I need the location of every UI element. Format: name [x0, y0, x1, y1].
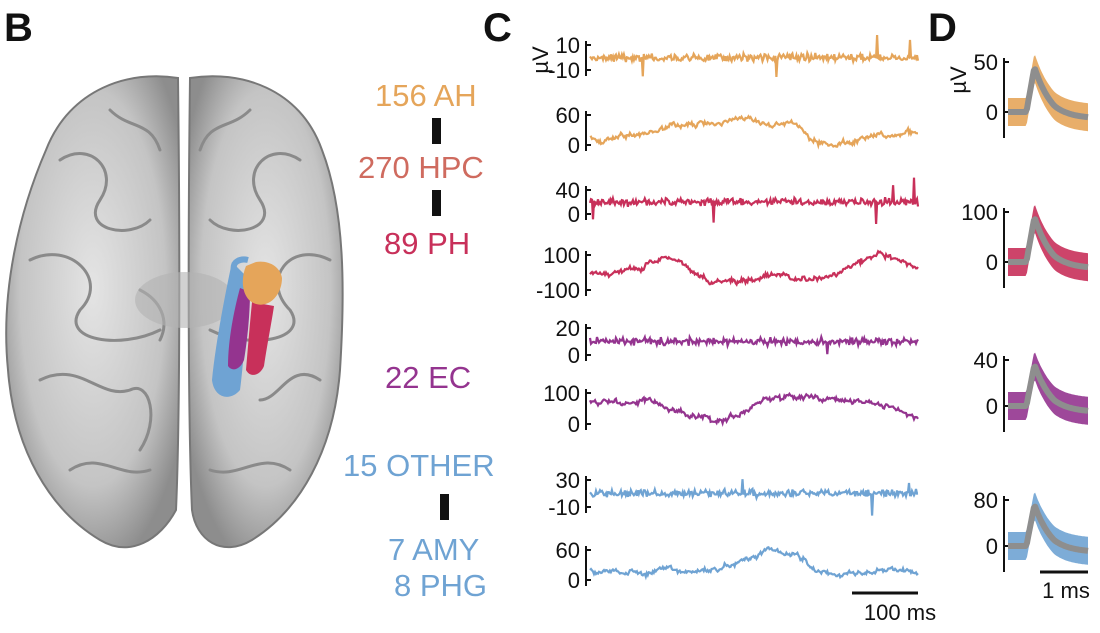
y-tick-label: 20: [556, 316, 580, 341]
region-ah-patch: [242, 261, 282, 305]
left-hemisphere: [5, 75, 181, 549]
waveform: [589, 34, 920, 77]
y-tick-label: -10: [548, 58, 580, 83]
panel-label-b: B: [4, 6, 33, 50]
trace-other-high-pass: 30-10: [548, 468, 919, 520]
waveform: [589, 479, 919, 516]
y-tick-label: 50: [974, 50, 998, 75]
region-label-ah: 156 AH: [375, 78, 477, 113]
y-tick-label: 0: [986, 100, 998, 125]
spike-ph: 100 0: [961, 200, 1090, 288]
y-tick-label: 100: [543, 243, 580, 268]
brain-illustration: [5, 75, 344, 549]
region-label-ec: 22 EC: [385, 360, 472, 395]
y-tick-label: 80: [974, 488, 998, 513]
y-tick-label: 60: [556, 538, 580, 563]
spike-mean: [1006, 363, 1090, 414]
scalebar-label: 100 ms: [864, 600, 936, 625]
connector-bar: [432, 118, 441, 144]
scalebar-1ms: 1 ms: [1040, 570, 1090, 603]
y-tick-label: 0: [568, 202, 580, 227]
region-label-ph: 89 PH: [384, 226, 471, 261]
spike-mean: [1006, 66, 1090, 121]
y-axis-label: µV: [946, 66, 971, 94]
trace-ph-high-pass: 400: [556, 177, 920, 227]
y-tick-label: 0: [568, 343, 580, 368]
waveform: [589, 249, 919, 287]
region-label-phg: 8 PHG: [394, 568, 488, 603]
y-tick-label: 30: [556, 468, 580, 493]
y-tick-label: 40: [974, 348, 998, 373]
region-label-hpc: 270 HPC: [358, 150, 484, 185]
waveform: [588, 391, 919, 427]
connector-bar: [432, 190, 441, 216]
y-tick-label: 0: [986, 250, 998, 275]
y-tick-label: -100: [536, 278, 580, 303]
y-tick-label: 0: [568, 133, 580, 158]
scalebar-100ms: 100 ms: [852, 591, 936, 625]
y-tick-label: 40: [556, 178, 580, 203]
y-tick-label: 0: [986, 394, 998, 419]
region-label-other: 15 OTHER: [343, 448, 495, 483]
waveform: [589, 114, 918, 150]
region-ah-edge: [230, 256, 249, 271]
y-tick-label: 60: [556, 103, 580, 128]
y-tick-label: 100: [543, 381, 580, 406]
region-ph-patch: [246, 302, 274, 375]
waveform: [588, 332, 919, 355]
connector-bar: [440, 494, 449, 520]
y-tick-label: 0: [986, 534, 998, 559]
trace-ec-high-pass: 200: [556, 316, 919, 368]
panel-label-c: C: [483, 6, 512, 50]
y-tick-label: -10: [548, 495, 580, 520]
spike-other: 80 0: [974, 488, 1090, 572]
y-axis-label: µV: [528, 46, 553, 74]
region-label-amy: 7 AMY: [388, 532, 480, 567]
spike-mean: [1006, 216, 1090, 271]
trace-ph-raw: 100 -100: [536, 243, 919, 303]
waveform: [588, 177, 920, 225]
waveform: [589, 545, 919, 581]
trace-ah-raw: 600: [556, 103, 918, 158]
y-tick-label: 10: [556, 33, 580, 58]
y-tick-label: 0: [568, 568, 580, 593]
panel-label-d: D: [928, 6, 957, 50]
trace-ah-high-pass: 10-10: [548, 33, 920, 83]
y-tick-label: 0: [568, 412, 580, 437]
scalebar-label: 1 ms: [1042, 578, 1090, 603]
region-ec-patch: [228, 288, 250, 370]
trace-other-raw: 600: [556, 538, 919, 593]
spike-mean: [1006, 503, 1090, 554]
y-tick-label: 100: [961, 200, 998, 225]
spike-ah: 50 0: [974, 50, 1090, 138]
spike-ec: 40 0: [974, 348, 1090, 432]
